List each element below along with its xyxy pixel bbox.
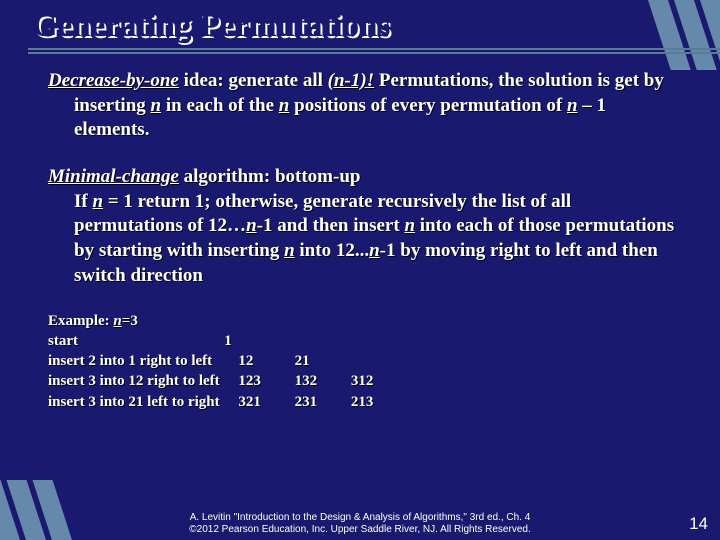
page-number: 14 (689, 514, 708, 534)
example-header: Example: n=3 (48, 311, 684, 331)
slide-title: Generating Permutations (0, 0, 720, 51)
example-row: start 1 (48, 331, 684, 351)
example-block: Example: n=3 start 1 insert 2 into 1 rig… (48, 311, 684, 412)
lead-term: Minimal-change (48, 166, 179, 187)
paragraph-minimal-change: Minimal-change algorithm: bottom-up If n… (48, 165, 684, 288)
footer-line-2: ©2012 Pearson Education, Inc. Upper Sadd… (0, 524, 720, 536)
lead-term: Decrease-by-one (48, 70, 179, 91)
example-row: insert 2 into 1 right to left 12 21 (48, 351, 684, 371)
footer-citation: A. Levitin "Introduction to the Design &… (0, 512, 720, 536)
paragraph-decrease-by-one: Decrease-by-one idea: generate all (n-1)… (48, 69, 684, 143)
slide-body: Decrease-by-one idea: generate all (n-1)… (0, 51, 720, 412)
title-underline-2 (28, 52, 720, 54)
example-row: insert 3 into 21 left to right 321 231 2… (48, 392, 684, 412)
example-row: insert 3 into 12 right to left 123 132 3… (48, 371, 684, 391)
footer-line-1: A. Levitin "Introduction to the Design &… (0, 512, 720, 524)
